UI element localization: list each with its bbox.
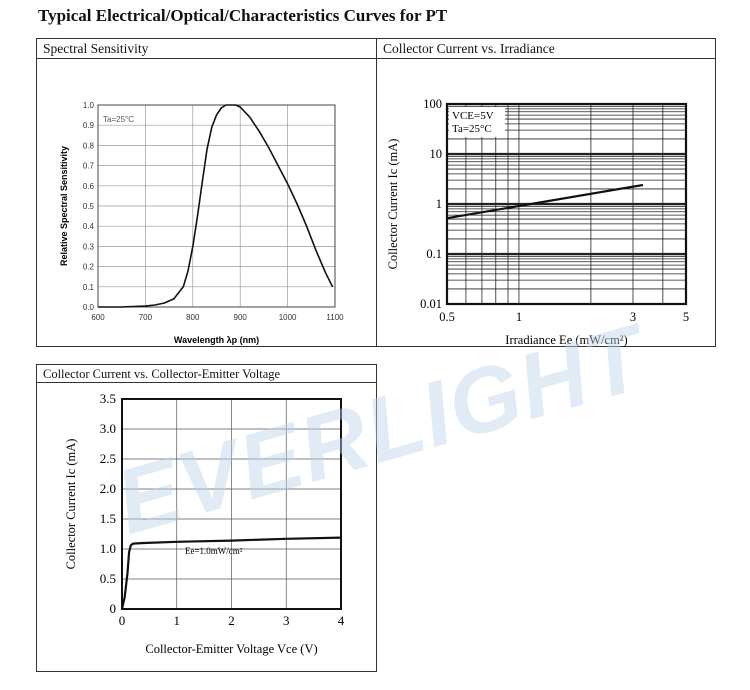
x-tick-label: 900	[234, 313, 248, 322]
y-tick-label: 0.1	[426, 247, 442, 261]
annotation-line: VCE=5V	[452, 110, 494, 122]
spectral-sensitivity-panel: Spectral Sensitivity 600 700 800 900 1000 110…	[36, 38, 377, 347]
y-tick-label: 0	[110, 601, 117, 616]
y-tick-label: 0.4	[83, 222, 95, 231]
y-tick-label: 2.5	[100, 451, 116, 466]
vce-panel: Collector Current vs. Collector-Emitter …	[36, 364, 377, 672]
collector-current-curve	[120, 536, 342, 610]
y-tick-label: 0.2	[83, 263, 95, 272]
plot-frame	[445, 102, 688, 306]
y-tick-label: 0.9	[83, 121, 95, 130]
y-tick-label: 0.7	[83, 162, 95, 171]
plot-frame	[97, 104, 336, 308]
panel-title-spectral: Spectral Sensitivity	[37, 39, 376, 59]
vce-chart: 0 1 2 3 4 0 0.5 1.0 1.5 2.0 2.5 3.0 3.5 Ee=1.0mW/cm² C…	[64, 391, 345, 656]
x-axis-label: Collector-Emitter Voltage Vce (V)	[145, 642, 317, 656]
y-axis-label: Collector Current Ic (mA)	[64, 439, 78, 570]
x-tick-label: 1	[174, 613, 181, 628]
x-tick-label: 1	[516, 310, 522, 324]
y-tick-label: 0.8	[83, 141, 95, 150]
x-axis-label: Wavelength λp (nm)	[174, 335, 259, 345]
y-tick-label: 1.0	[83, 101, 95, 110]
x-tick-label: 3	[283, 613, 290, 628]
panel-title-vce: Collector Current vs. Collector-Emitter …	[37, 365, 376, 383]
irradiance-grid	[447, 104, 686, 304]
y-tick-label: 0.5	[83, 202, 95, 211]
y-tick-label: 3.5	[100, 391, 116, 406]
x-axis-label: Irradiance Ee (mW/cm²)	[505, 333, 627, 347]
x-tick-label: 700	[139, 313, 153, 322]
y-tick-label: 1.0	[100, 541, 116, 556]
spectral-grid	[97, 104, 336, 308]
y-tick-label: 2.0	[100, 481, 116, 496]
y-tick-label: 0.1	[83, 283, 95, 292]
annotation-line: Ta=25°C	[452, 123, 492, 135]
spectral-sensitivity-chart: 600 700 800 900 1000 1100 0.0 0.1 0.2 0.3 0.4 0.5 0.…	[59, 101, 344, 345]
x-tick-label: 0	[119, 613, 126, 628]
x-tick-label: 600	[91, 313, 105, 322]
x-tick-label: 1100	[326, 313, 344, 322]
x-tick-label: 2	[228, 613, 235, 628]
x-tick-label: 1000	[279, 313, 297, 322]
y-tick-label: 0.01	[420, 297, 442, 311]
x-tick-label: 0.5	[439, 310, 455, 324]
y-tick-label: 0.0	[83, 303, 95, 312]
y-tick-label: 0.6	[83, 182, 95, 191]
vce-grid	[121, 398, 342, 610]
y-tick-label: 100	[423, 97, 442, 111]
page-title: Typical Electrical/Optical/Characteristi…	[38, 6, 448, 25]
y-tick-label: 1	[436, 197, 442, 211]
y-axis-label: Relative Spectral Sensitivity	[59, 146, 69, 266]
plot-frame	[121, 398, 342, 610]
curve-label: Ee=1.0mW/cm²	[185, 546, 243, 556]
collector-current-curve	[446, 183, 644, 220]
y-tick-label: 1.5	[100, 511, 116, 526]
x-tick-label: 5	[683, 310, 689, 324]
y-tick-label: 10	[430, 147, 443, 161]
irradiance-panel: Collector Current vs. Irradiance VCE=5V T…	[376, 38, 716, 347]
sensitivity-curve	[98, 104, 334, 308]
y-axis-label: Collector Current Ic (mA)	[386, 139, 400, 270]
x-tick-label: 3	[630, 310, 636, 324]
annotation-background	[449, 107, 505, 137]
y-tick-label: 3.0	[100, 421, 116, 436]
panel-title-irradiance: Collector Current vs. Irradiance	[377, 39, 715, 59]
x-tick-label: 4	[338, 613, 345, 628]
x-tick-label: 800	[186, 313, 200, 322]
condition-annotation: Ta=25°C	[103, 115, 134, 124]
y-tick-label: 0.5	[100, 571, 116, 586]
y-tick-label: 0.3	[83, 242, 95, 251]
